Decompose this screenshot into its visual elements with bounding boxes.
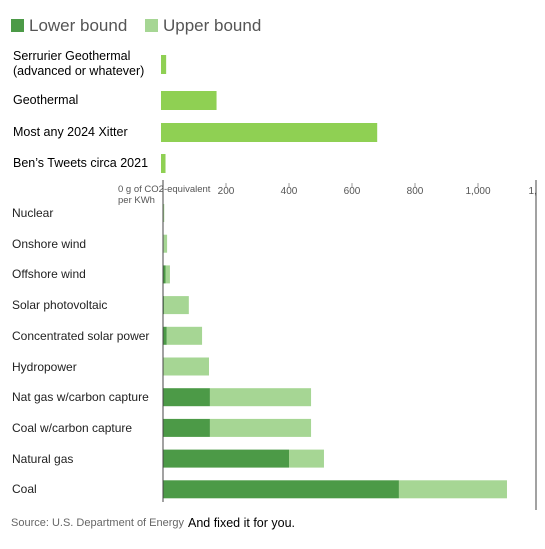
bar-segment xyxy=(163,388,210,407)
bar-segment xyxy=(163,357,209,376)
legend-swatch xyxy=(145,19,158,32)
bar-segment xyxy=(163,449,289,468)
bar-segment xyxy=(163,204,165,222)
bar xyxy=(161,91,217,110)
bar-segment xyxy=(209,418,312,437)
x-tick-label: 800 xyxy=(407,186,424,197)
category-label: Natural gas xyxy=(12,451,74,466)
category-label: Offshore wind xyxy=(12,267,86,282)
bar xyxy=(161,123,378,142)
category-label: Coal xyxy=(12,482,37,497)
x-tick-label: 400 xyxy=(281,186,298,197)
category-label: Serrurier Geothermal (advanced or whatev… xyxy=(13,49,145,78)
bar xyxy=(161,154,166,173)
bar-segment xyxy=(398,480,507,499)
bar-segment xyxy=(163,326,167,345)
bar-segment xyxy=(163,480,399,499)
bar-segment xyxy=(163,234,168,253)
bar-segment xyxy=(163,265,166,284)
category-label: Concentrated solar power xyxy=(12,328,150,343)
bar-segment xyxy=(289,449,324,468)
category-label: Nuclear xyxy=(12,206,54,220)
bar xyxy=(161,55,167,74)
category-label: Geothermal xyxy=(13,92,79,107)
category-label: Coal w/carbon capture xyxy=(12,420,133,435)
category-label: Ben’s Tweets circa 2021 xyxy=(13,155,149,170)
category-label: Hydropower xyxy=(12,359,77,374)
bar-segment xyxy=(163,296,189,315)
category-label: Most any 2024 Xitter xyxy=(13,124,128,139)
x-tick-label: 1,000 xyxy=(465,186,490,197)
legend-label: Upper bound xyxy=(163,16,262,35)
bar-segment xyxy=(165,265,170,284)
x-tick-label: 600 xyxy=(344,186,361,197)
x-tick-label: 200 xyxy=(218,186,235,197)
edge-mask xyxy=(537,170,545,210)
bar-segment xyxy=(166,326,203,345)
category-label: Nat gas w/carbon capture xyxy=(12,390,149,405)
legend-swatch xyxy=(11,19,24,32)
legend-label: Lower bound xyxy=(29,16,128,35)
bar-segment xyxy=(209,388,312,407)
bar-segment xyxy=(163,418,210,437)
category-label: Onshore wind xyxy=(12,236,87,251)
x-tick-label: 1,200 xyxy=(528,186,545,197)
source: Source: U.S. Department of Energy xyxy=(11,517,185,529)
category-label: Solar photovoltaic xyxy=(12,298,108,313)
x-tick-label: 0 g of CO2-equivalent per KWh xyxy=(118,184,211,206)
annotation: And fixed it for you. xyxy=(188,516,296,530)
